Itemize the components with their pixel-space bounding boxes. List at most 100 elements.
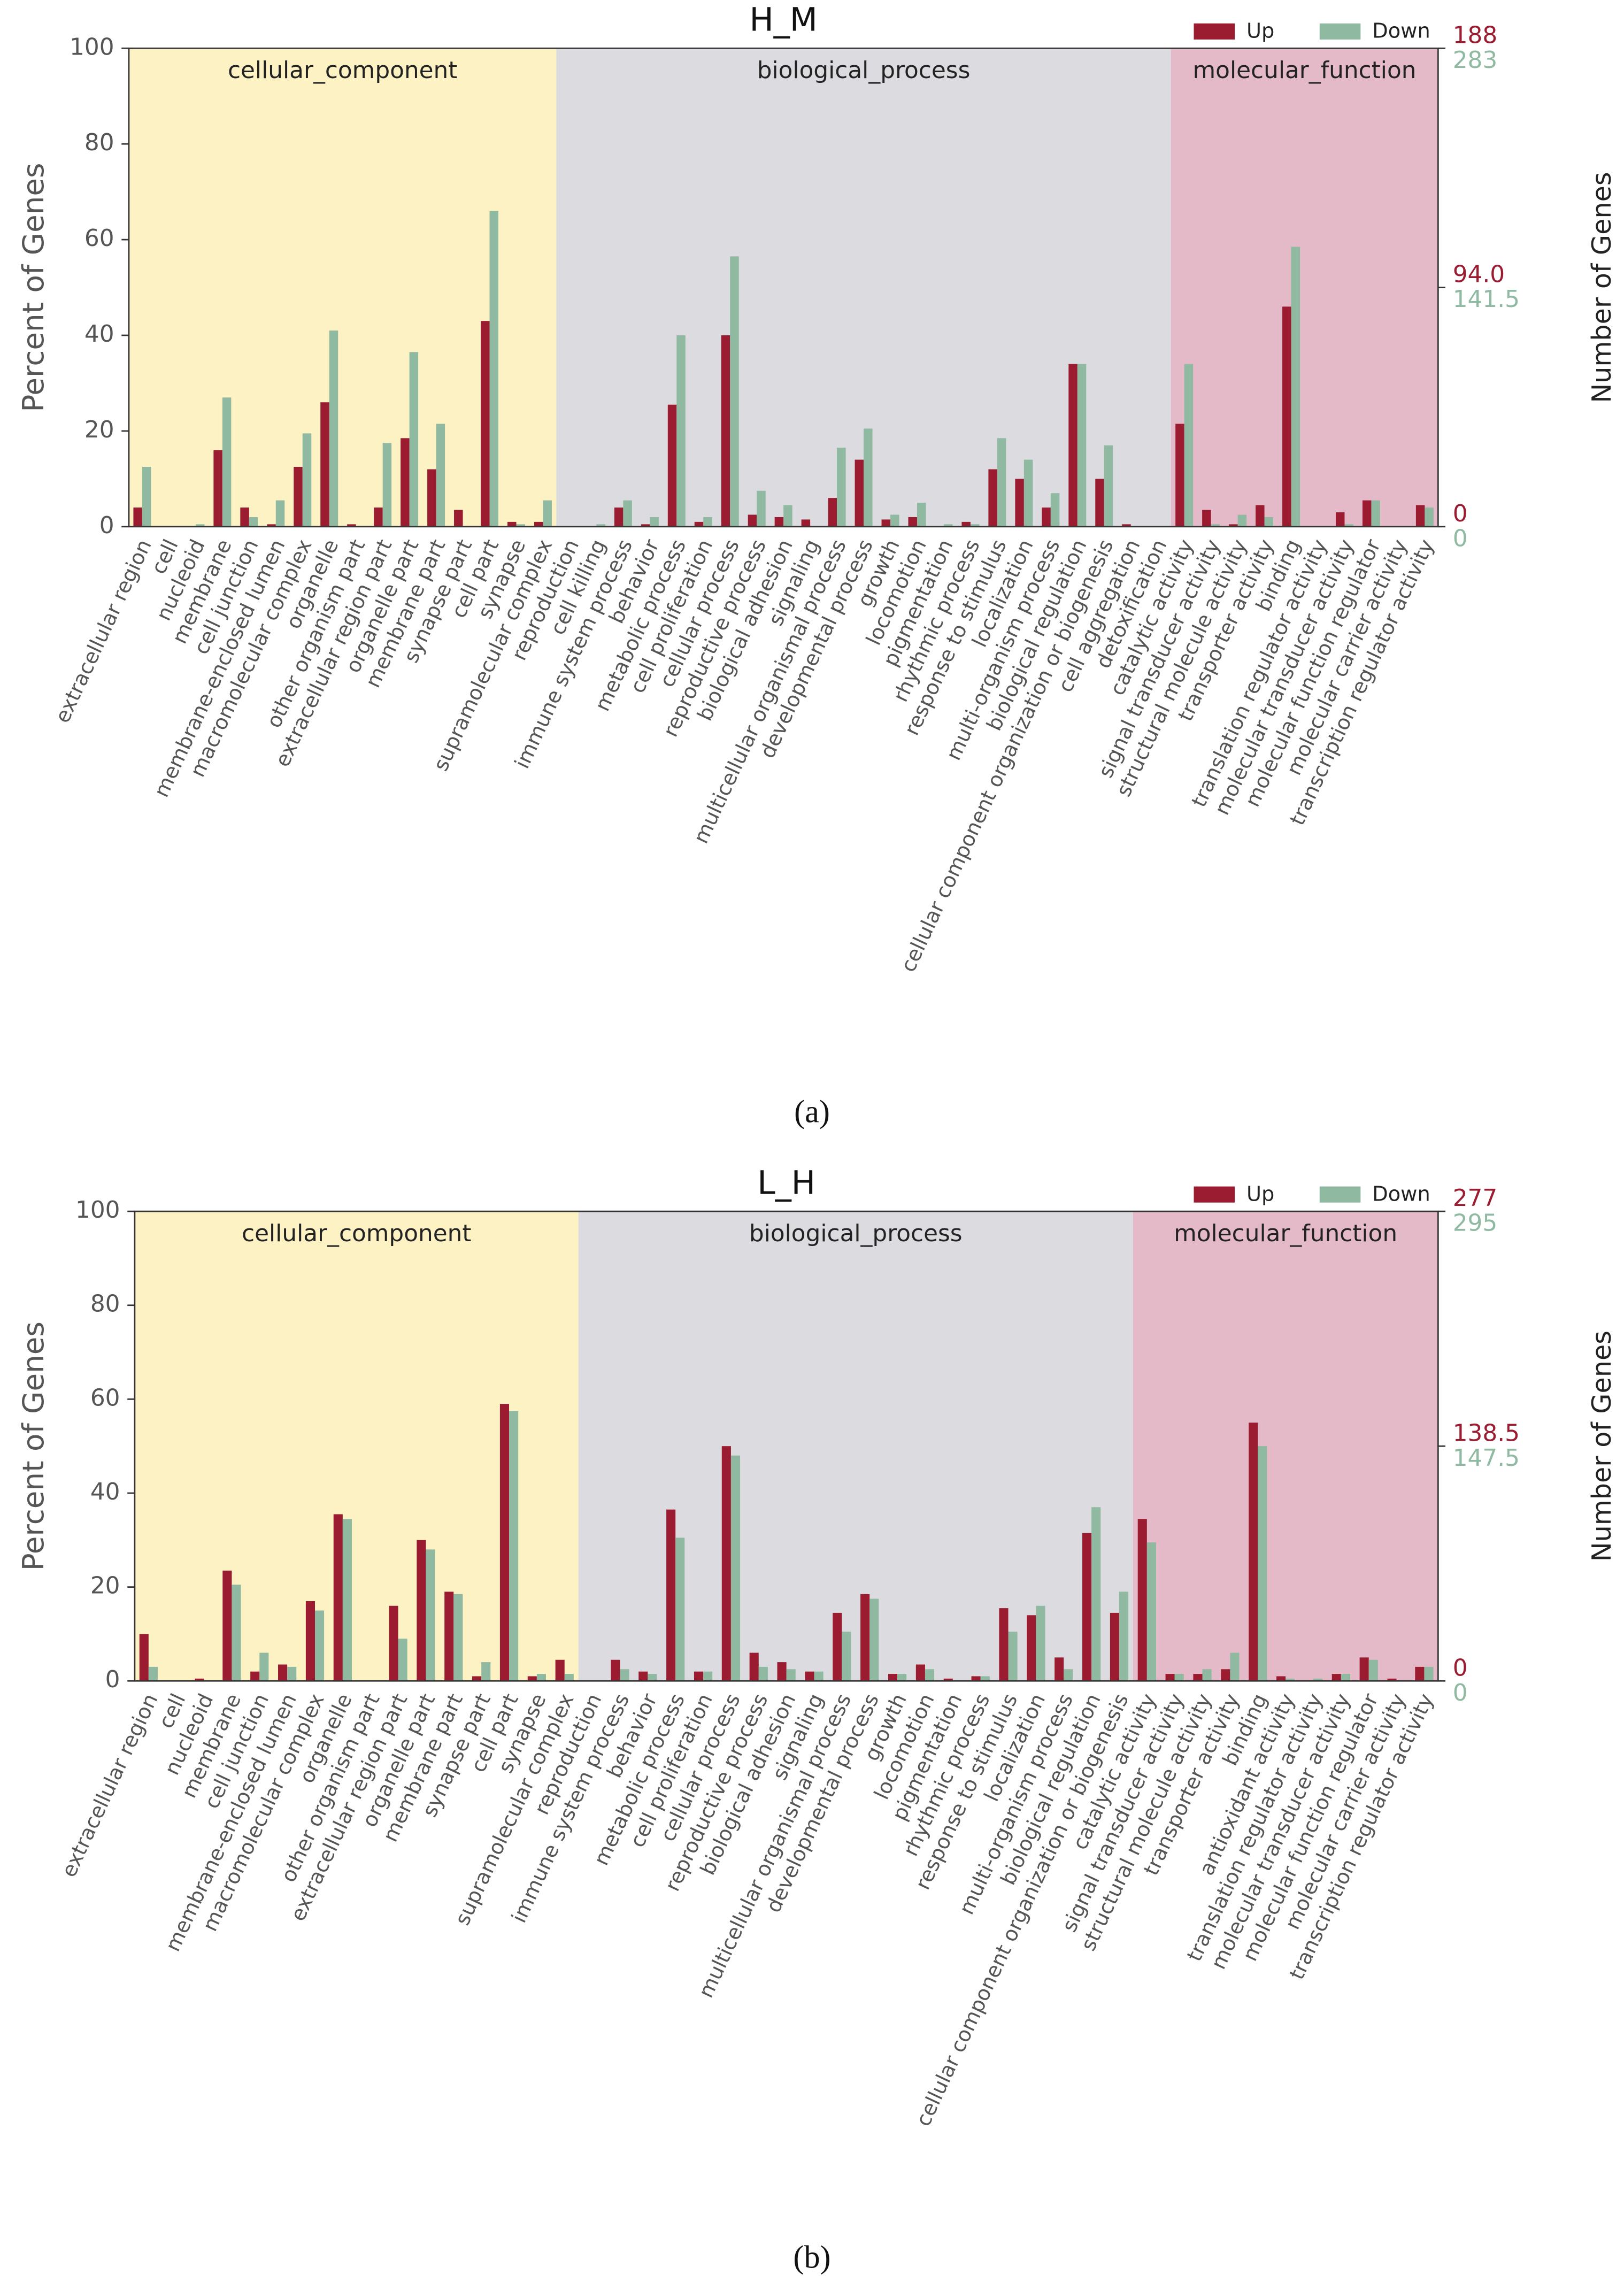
bar [890,514,899,527]
y2-tick-label: 277 [1453,1185,1498,1212]
legend-swatch [1319,1186,1361,1203]
bar [888,1674,898,1681]
bar [1359,1657,1369,1681]
bar [1122,524,1131,527]
bar [814,1671,823,1681]
bar [694,521,704,527]
bar [1221,1669,1230,1681]
bar [1165,1674,1175,1681]
y-axis-label: Percent of Genes [16,1321,50,1571]
bar [305,1601,315,1681]
group-label: cellular_component [228,57,458,84]
bar [721,1446,731,1681]
y2-tick-label: 283 [1453,47,1498,74]
bar [999,1608,1009,1681]
bar [454,510,463,527]
bar [1415,1666,1425,1681]
y2-tick-label: 141.5 [1453,286,1520,313]
bar [1008,1632,1018,1681]
bar [897,1674,907,1681]
bar [730,1455,741,1681]
x-tick-label: extracellular region [50,536,156,727]
y2-tick-label: 295 [1453,1210,1498,1237]
bar [427,469,436,527]
bar [614,508,624,527]
bar [1249,1423,1258,1681]
bar [777,1662,787,1681]
bar [970,524,980,527]
bar [988,469,997,527]
y2-axis-label: Number of Genes [1586,1331,1617,1562]
caption: (a) [794,1094,830,1129]
bar [564,1674,574,1681]
y2-tick-label: 0 [1453,1679,1468,1706]
bar [596,524,605,527]
bar [275,500,285,527]
bar [703,1671,713,1681]
bar [1415,505,1425,527]
bar [222,397,232,527]
bar [748,514,757,527]
bar [509,1411,519,1681]
chart-title: L_H [757,1164,815,1202]
bar [1023,459,1033,527]
y-tick-label: 100 [70,33,114,60]
bar [222,1570,232,1681]
bar [1313,1678,1323,1681]
bar [860,1594,870,1681]
bar [294,467,303,527]
y2-tick-label: 147.5 [1453,1444,1520,1472]
legend-label: Up [1246,19,1274,43]
y-tick-label: 60 [90,1384,120,1411]
bar [1424,1666,1434,1681]
y2-tick-label: 0 [1453,1654,1468,1681]
bar [1229,524,1238,527]
y-tick-label: 0 [99,512,114,539]
y-tick-label: 20 [90,1572,120,1600]
bar [1042,508,1051,527]
group-band [578,1211,1133,1681]
y-tick-label: 0 [105,1666,120,1693]
bar [855,459,864,527]
bar [148,1666,158,1681]
legend-swatch [1319,23,1361,40]
bar [915,1664,925,1681]
bar [1230,1652,1240,1681]
bar [648,1674,657,1681]
bar [453,1594,463,1681]
bar [675,1537,685,1681]
bar [620,1669,629,1681]
bar [1174,1674,1184,1681]
bar [961,521,971,527]
bar [1036,1605,1045,1681]
bar [1082,1533,1092,1681]
bar [1184,364,1194,527]
y2-tick-label: 138.5 [1453,1419,1520,1447]
bar [1258,1446,1267,1681]
bar [213,450,222,527]
bar [278,1664,288,1681]
bar [481,321,490,527]
bar [555,1659,565,1681]
bar [195,1678,204,1681]
bar [801,519,811,527]
bar [516,524,525,527]
group-label: cellular_component [242,1220,472,1247]
bar [426,1549,435,1681]
bar [417,1540,426,1681]
bar [1050,493,1060,527]
bar [1368,1659,1378,1681]
bar [1055,1657,1064,1681]
y-tick-label: 80 [90,1290,120,1318]
bar [1291,247,1300,527]
bar [1425,508,1434,527]
bar [543,500,552,527]
bar [1119,1592,1129,1681]
bar [667,404,677,527]
bar [536,1674,546,1681]
group-label: molecular_function [1193,57,1417,84]
bar [1331,1674,1341,1681]
y2-tick-label: 94.0 [1453,261,1505,288]
group-band [1171,48,1438,527]
bar [1202,1669,1212,1681]
